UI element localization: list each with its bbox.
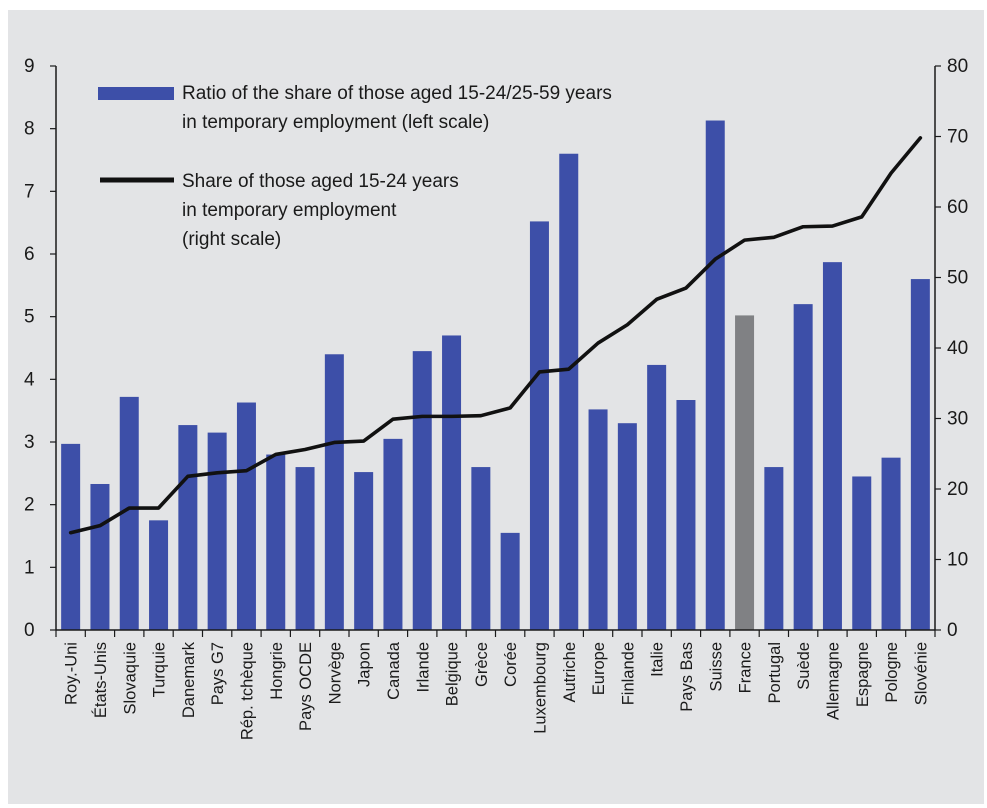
left-tick-label-5: 5: [24, 307, 35, 328]
bar-10: [354, 472, 374, 630]
category-label-11: Canada: [385, 641, 403, 700]
bar-5: [207, 432, 227, 630]
bar-14: [471, 467, 491, 630]
category-label-19: Finlande: [619, 642, 637, 705]
legend-bar-swatch: [98, 87, 174, 100]
bar-18: [588, 409, 608, 630]
left-tick-label-1: 1: [24, 557, 35, 578]
category-label-10: Japon: [356, 642, 374, 687]
bar-6: [236, 402, 256, 630]
left-tick-label-8: 8: [24, 119, 35, 140]
category-label-29: Slovénie: [912, 642, 930, 705]
left-tick-label-7: 7: [24, 181, 35, 202]
ticks-layer: 0 1 2 3 4 5 6 7 8 9 0 10 20 30 40 50 60 70 80: [24, 56, 968, 641]
right-tick-label-6: 60: [947, 197, 968, 218]
category-label-25: Suède: [795, 642, 813, 690]
bar-1: [90, 483, 110, 630]
category-label-22: Suisse: [707, 642, 725, 692]
bar-3: [149, 520, 169, 630]
legend-bar-label-line-2: in temporary employment (left scale): [182, 112, 489, 133]
left-tick-label-2: 2: [24, 495, 35, 516]
bar-25: [793, 304, 813, 630]
category-label-21: Pays Bas: [678, 642, 696, 712]
legend-bar-label-line-1: Ratio of the share of those aged 15-24/2…: [182, 83, 612, 104]
category-label-15: Corée: [502, 642, 520, 687]
category-label-3: Turquie: [151, 642, 169, 697]
legend-line-label-line-2: in temporary employment: [182, 200, 397, 221]
category-label-0: Roy.-Uni: [63, 642, 81, 705]
right-tick-label-3: 30: [947, 409, 968, 430]
category-label-28: Pologne: [883, 642, 901, 703]
cats-layer: Roy.-Uni États-Unis Slovaquie Turquie Danema…: [63, 641, 931, 740]
bar-19: [617, 423, 637, 630]
bar-13: [442, 335, 462, 630]
category-label-7: Hongrie: [268, 642, 286, 700]
bar-12: [412, 351, 432, 630]
legend-layer: Ratio of the share of those aged 15-24/2…: [98, 83, 612, 250]
legend-line-label-line-3: (right scale): [182, 229, 281, 250]
series-line: [68, 136, 923, 535]
bar-4: [178, 425, 198, 630]
category-label-18: Europe: [590, 642, 608, 695]
category-label-26: Allemagne: [824, 642, 842, 720]
bar-8: [295, 467, 315, 630]
legend-line-label-line-1: Share of those aged 15-24 years: [182, 171, 459, 192]
left-tick-label-9: 9: [24, 56, 35, 77]
left-tick-label-6: 6: [24, 244, 35, 265]
bar-7: [266, 454, 286, 630]
right-tick-label-7: 70: [947, 127, 968, 148]
category-label-6: Rép. tchèque: [238, 642, 256, 740]
bar-17: [559, 153, 579, 631]
right-tick-label-8: 80: [947, 56, 968, 77]
right-tick-label-2: 20: [947, 479, 968, 500]
right-tick-label-0: 0: [947, 620, 958, 641]
right-tick-label-5: 50: [947, 268, 968, 289]
category-label-24: Portugal: [766, 642, 784, 703]
bar-29: [910, 279, 930, 630]
bar-27: [852, 476, 872, 630]
bar-16: [529, 221, 549, 630]
chart-svg: 0 1 2 3 4 5 6 7 8 9 0 10 20 30 40 50 60 70 80 Roy.-Uni État…: [24, 56, 968, 740]
category-label-4: Danemark: [180, 641, 198, 718]
category-label-5: Pays G7: [209, 642, 227, 705]
left-tick-label-3: 3: [24, 432, 35, 453]
category-label-16: Luxembourg: [531, 642, 549, 734]
bar-2: [119, 396, 139, 630]
category-label-13: Belgique: [444, 642, 462, 706]
category-label-23: France: [737, 642, 755, 693]
line-layer: [68, 136, 923, 535]
category-label-17: Autriche: [561, 642, 579, 703]
bar-0: [61, 443, 81, 630]
category-label-1: États-Unis: [91, 642, 110, 718]
bar-26: [822, 262, 842, 630]
category-label-12: Irlande: [414, 642, 432, 692]
bar-9: [324, 354, 344, 630]
bars-layer: [61, 120, 930, 631]
category-label-2: Slovaquie: [121, 642, 139, 714]
bar-20: [647, 364, 667, 630]
category-label-8: Pays OCDE: [297, 642, 315, 731]
left-tick-label-4: 4: [24, 369, 35, 390]
right-tick-label-1: 10: [947, 550, 968, 571]
category-label-9: Norvège: [326, 642, 344, 704]
bar-28: [881, 457, 901, 630]
bar-11: [383, 438, 403, 630]
category-label-14: Grèce: [473, 642, 491, 687]
right-tick-label-4: 40: [947, 338, 968, 359]
bar-23: [735, 315, 755, 630]
bar-21: [676, 400, 696, 630]
bar-22: [705, 120, 725, 631]
chart-panel: 0 1 2 3 4 5 6 7 8 9 0 10 20 30 40 50 60 70 80 Roy.-Uni État…: [8, 10, 984, 804]
left-tick-label-0: 0: [24, 620, 35, 641]
category-label-27: Espagne: [854, 642, 872, 707]
bar-15: [500, 532, 520, 630]
bar-24: [764, 467, 784, 630]
category-label-20: Italie: [649, 642, 667, 677]
